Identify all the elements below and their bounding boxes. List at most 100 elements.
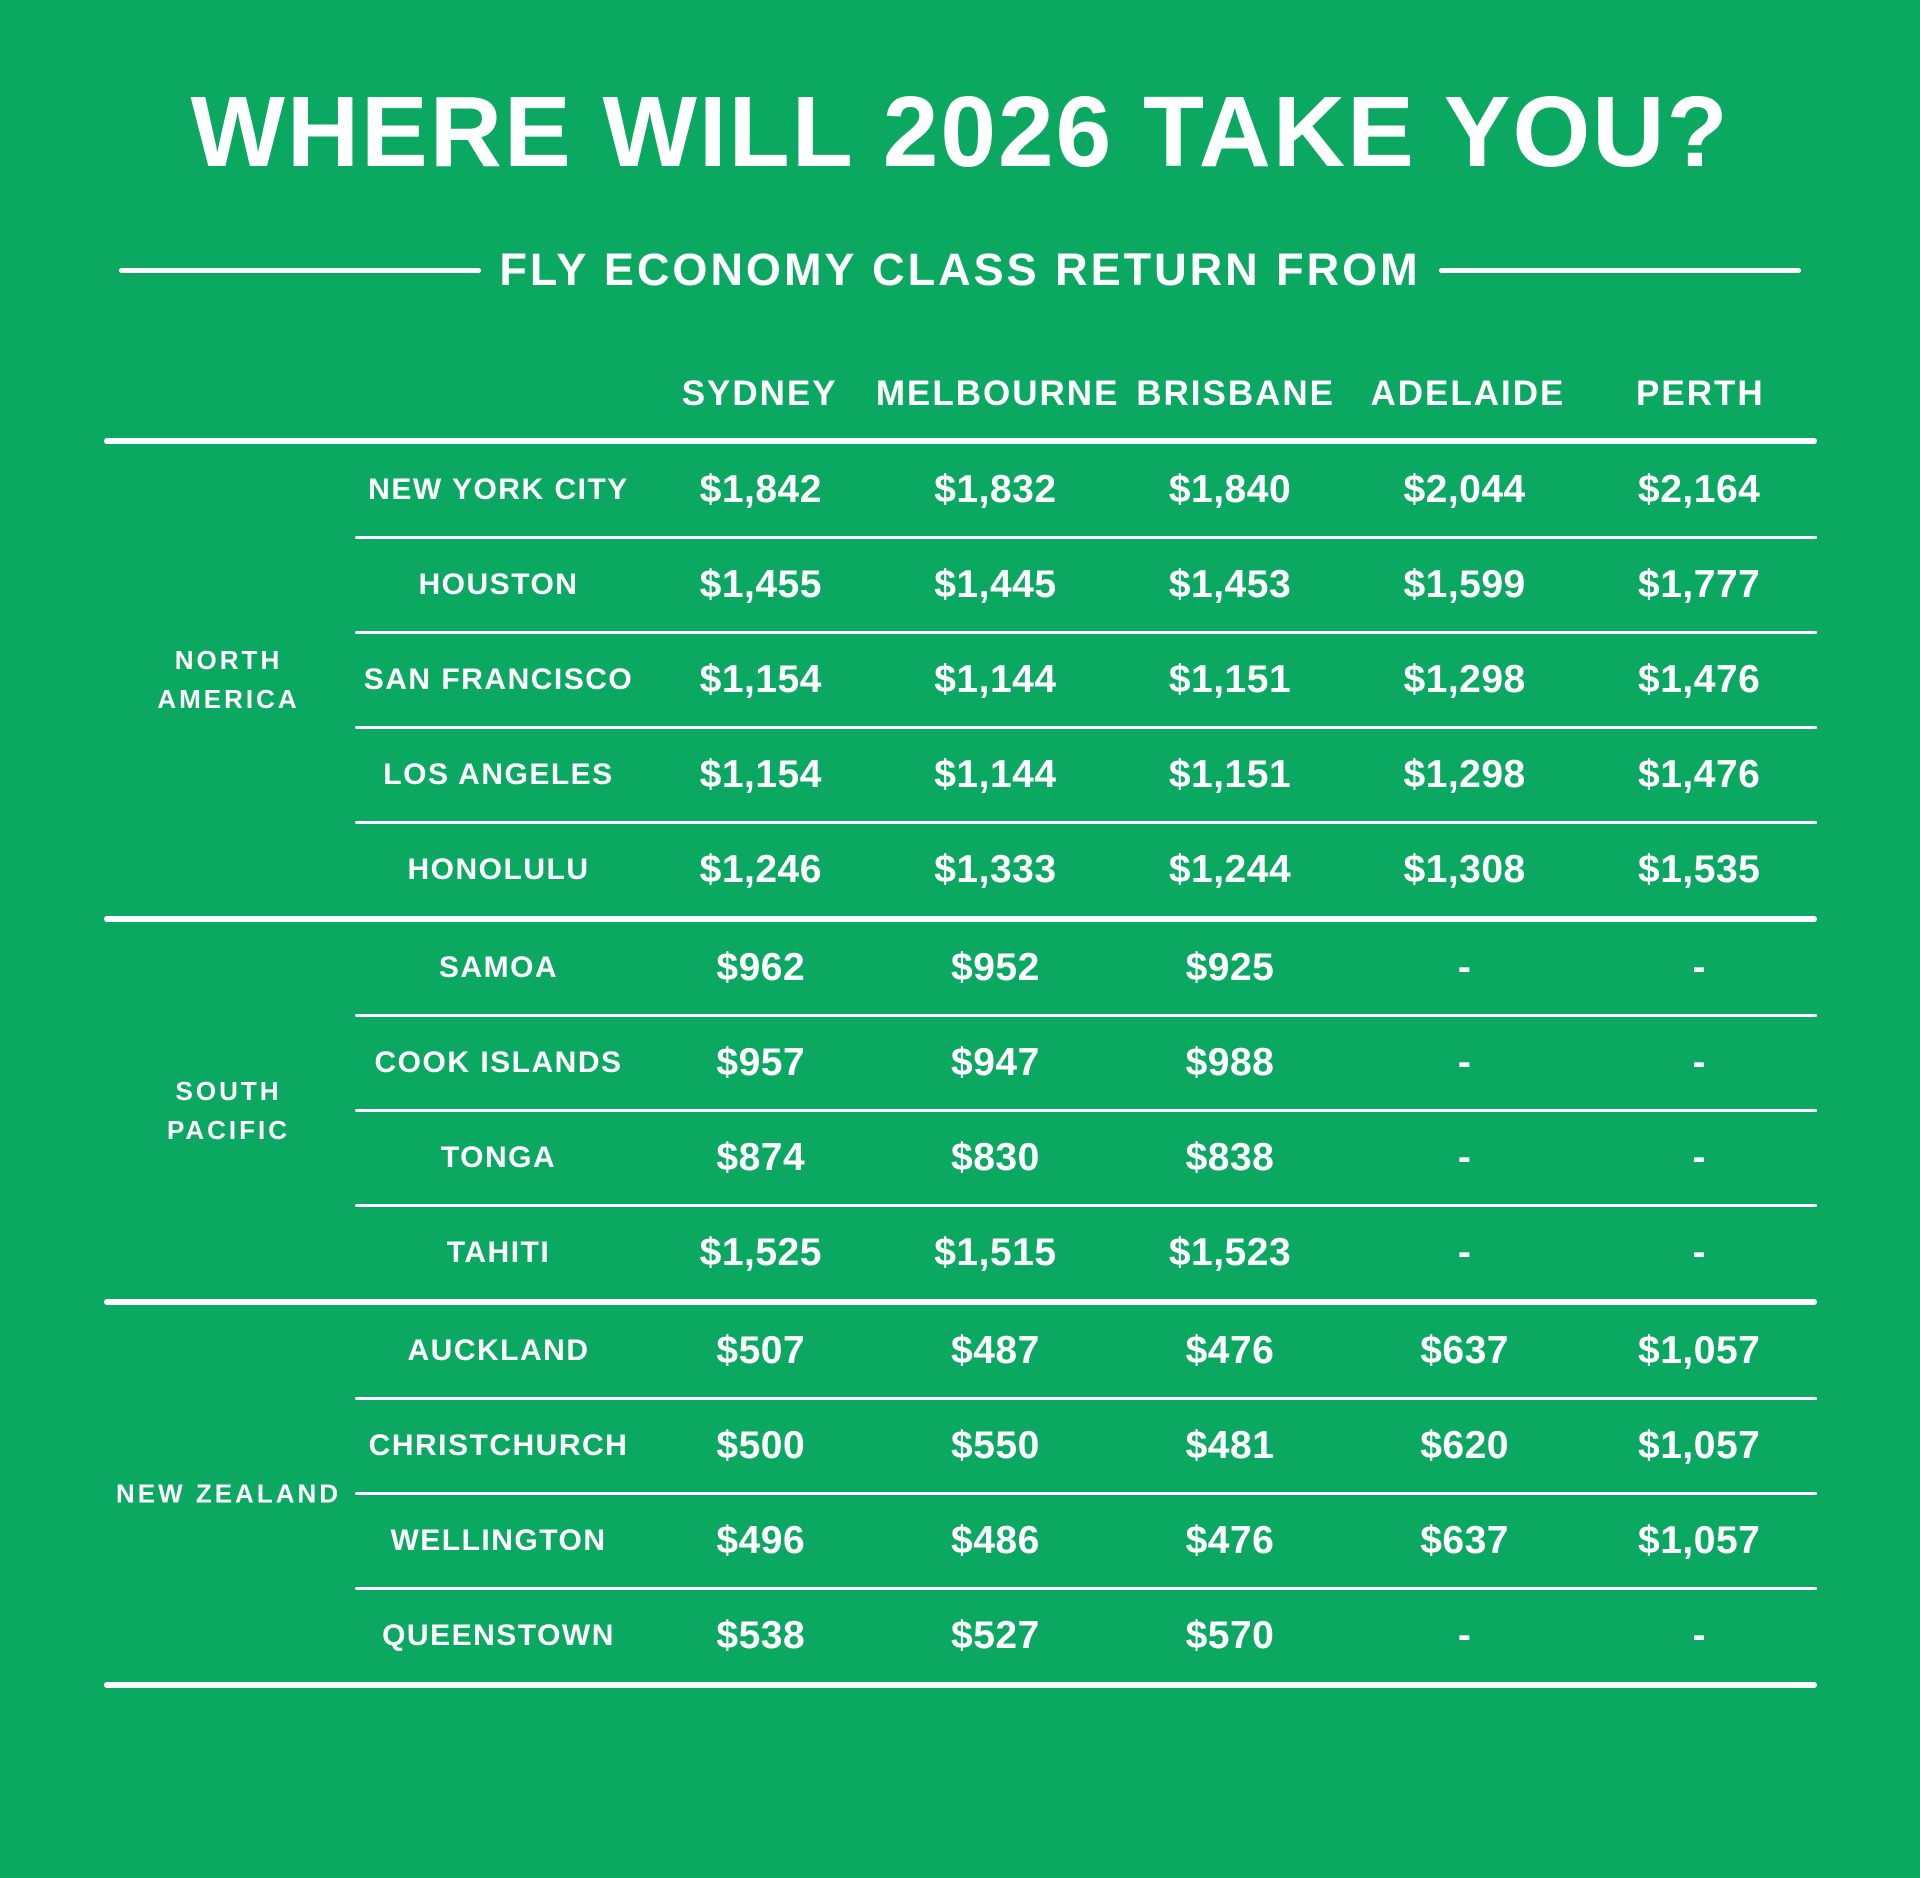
- fare-cell: $1,515: [934, 1231, 1057, 1274]
- fare-cell: $1,151: [1168, 658, 1292, 701]
- row-separator: [354, 1492, 1817, 1495]
- fare-cell: -: [1457, 1041, 1472, 1084]
- group-separator: [103, 916, 1817, 922]
- column-header-melbourne: MELBOURNE: [875, 374, 1120, 413]
- fare-cell: $925: [1185, 946, 1275, 989]
- fare-cell: -: [1692, 1136, 1706, 1179]
- fare-cell: $2,164: [1638, 468, 1761, 511]
- group-separator: [103, 1299, 1817, 1305]
- fare-cell: $1,535: [1638, 848, 1761, 891]
- fare-cell: $1,523: [1168, 1231, 1292, 1274]
- fare-cell: $838: [1185, 1136, 1275, 1179]
- fare-cell: $637: [1420, 1519, 1509, 1562]
- destination-label: NEW YORK CITY: [368, 473, 629, 506]
- destination-label: AUCKLAND: [407, 1334, 590, 1367]
- region-label-line: NEW ZEALAND: [115, 1478, 342, 1508]
- fare-cell: $1,525: [699, 1231, 822, 1274]
- fare-row-houston: HOUSTON $1,455 $1,445 $1,453 $1,599 $1,777: [104, 539, 1817, 631]
- fare-row-los-angeles: LOS ANGELES $1,154 $1,144 $1,151 $1,298 $1,47…: [104, 729, 1817, 821]
- fare-cell: $570: [1185, 1614, 1275, 1657]
- row-separator: [354, 536, 1817, 539]
- region-label-new-zealand: NEW ZEALAND: [104, 1474, 354, 1513]
- region-label-line: NORTH: [174, 645, 283, 675]
- fare-row-samoa: SAMOA $962 $952 $925 - -: [104, 922, 1817, 1014]
- row-separator: [354, 1397, 1817, 1400]
- fare-cell: $1,842: [699, 468, 822, 511]
- fare-cell: $988: [1185, 1041, 1275, 1084]
- fare-cell: $507: [716, 1329, 806, 1372]
- destination-label: LOS ANGELES: [383, 758, 614, 791]
- region-label-south-pacific: SOUTH PACIFIC: [104, 1072, 354, 1150]
- fare-cell: $1,777: [1638, 563, 1761, 606]
- column-header-adelaide: ADELAIDE: [1370, 374, 1566, 413]
- row-separator: [354, 1014, 1817, 1017]
- fare-row-san-francisco: SAN FRANCISCO $1,154 $1,144 $1,151 $1,298 $1,…: [104, 634, 1817, 726]
- fare-cell: $874: [716, 1136, 806, 1179]
- region-group-north-america: NORTH AMERICA NEW YORK CITY $1,842 $1,832 $1,…: [104, 444, 1817, 916]
- destination-label: QUEENSTOWN: [382, 1619, 615, 1652]
- subtitle-rule-left: [119, 267, 482, 273]
- fare-cell: $1,455: [699, 563, 822, 606]
- fare-row-tonga: TONGA $874 $830 $838 - -: [104, 1112, 1817, 1204]
- fare-cell: $486: [951, 1519, 1040, 1562]
- fare-cell: $1,144: [934, 753, 1057, 796]
- row-separator: [354, 631, 1817, 634]
- fare-cell: -: [1692, 946, 1706, 989]
- destination-label: HONOLULU: [407, 853, 590, 886]
- fare-cell: -: [1457, 1231, 1472, 1274]
- fare-cell: $2,044: [1403, 468, 1526, 511]
- region-label-line: SOUTH: [175, 1075, 282, 1106]
- region-label-line: AMERICA: [157, 684, 300, 714]
- fares-table: SYDNEY MELBOURNE BRISBANE ADELAIDE PERTH NORT…: [103, 350, 1817, 1688]
- fare-cell: $1,246: [699, 848, 822, 891]
- fare-row-cook-islands: COOK ISLANDS $957 $947 $988 - -: [104, 1017, 1817, 1109]
- fare-cell: $1,476: [1638, 658, 1761, 701]
- fare-cell: -: [1692, 1041, 1706, 1084]
- region-group-south-pacific: SOUTH PACIFIC SAMOA $962 $952 $925- - COOK ISLA…: [104, 922, 1817, 1299]
- column-header-sydney: SYDNEY: [681, 374, 838, 413]
- fare-cell: $1,832: [934, 468, 1057, 511]
- fare-cell: $496: [716, 1519, 806, 1562]
- row-separator: [354, 1587, 1817, 1590]
- fare-cell: $1,057: [1638, 1519, 1761, 1562]
- fare-cell: $550: [951, 1424, 1040, 1467]
- fare-cell: $1,057: [1638, 1424, 1761, 1467]
- fare-row-tahiti: TAHITI $1,525 $1,515 $1,523 - -: [104, 1207, 1817, 1299]
- subtitle-rule-right: [1438, 267, 1801, 273]
- fare-cell: $1,453: [1168, 563, 1292, 606]
- destination-label: CHRISTCHURCH: [368, 1429, 629, 1462]
- fare-cell: -: [1692, 1614, 1706, 1657]
- destination-label: SAMOA: [438, 951, 559, 984]
- fare-cell: $830: [951, 1136, 1040, 1179]
- column-header-perth: PERTH: [1636, 374, 1765, 413]
- fare-cell: -: [1457, 1614, 1472, 1657]
- row-separator: [354, 1109, 1817, 1112]
- fare-row-honolulu: HONOLULU $1,246 $1,333 $1,244 $1,308 $1,535: [104, 824, 1817, 916]
- fare-cell: $487: [951, 1329, 1040, 1372]
- row-separator: [354, 1204, 1817, 1207]
- destination-label: TONGA: [440, 1141, 557, 1174]
- fare-cell: $620: [1420, 1424, 1509, 1467]
- fare-cell: $1,840: [1168, 468, 1292, 511]
- fare-cell: -: [1457, 946, 1472, 989]
- fare-cell: -: [1692, 1231, 1706, 1274]
- page-title: WHERE WILL 2026 TAKE YOU?: [190, 76, 1730, 188]
- fare-cell: $476: [1185, 1519, 1275, 1562]
- destination-label: WELLINGTON: [390, 1524, 607, 1557]
- fare-cell: $1,298: [1403, 658, 1526, 701]
- fare-cell: $637: [1420, 1329, 1509, 1372]
- subtitle-text: FLY ECONOMY CLASS RETURN FROM: [499, 244, 1421, 295]
- region-group-new-zealand: NEW ZEALAND AUCKLAND $507 $487 $476 $637 $1,05…: [104, 1305, 1817, 1682]
- destination-label: HOUSTON: [418, 568, 579, 601]
- fare-cell: $947: [951, 1041, 1040, 1084]
- table-header-row: SYDNEY MELBOURNE BRISBANE ADELAIDE PERTH: [104, 350, 1817, 438]
- fare-row-wellington: WELLINGTON $496 $486 $476 $637 $1,057: [104, 1495, 1817, 1587]
- fare-cell: $1,445: [934, 563, 1057, 606]
- fare-row-christchurch: CHRISTCHURCH $500 $550 $481 $620 $1,057: [104, 1400, 1817, 1492]
- region-label-north-america: NORTH AMERICA: [104, 641, 354, 719]
- fare-cell: $476: [1185, 1329, 1275, 1372]
- fare-row-queenstown: QUEENSTOWN $538 $527 $570 - -: [104, 1590, 1817, 1682]
- fare-cell: $1,151: [1168, 753, 1292, 796]
- fare-cell: $538: [716, 1614, 806, 1657]
- fare-cell: $500: [716, 1424, 806, 1467]
